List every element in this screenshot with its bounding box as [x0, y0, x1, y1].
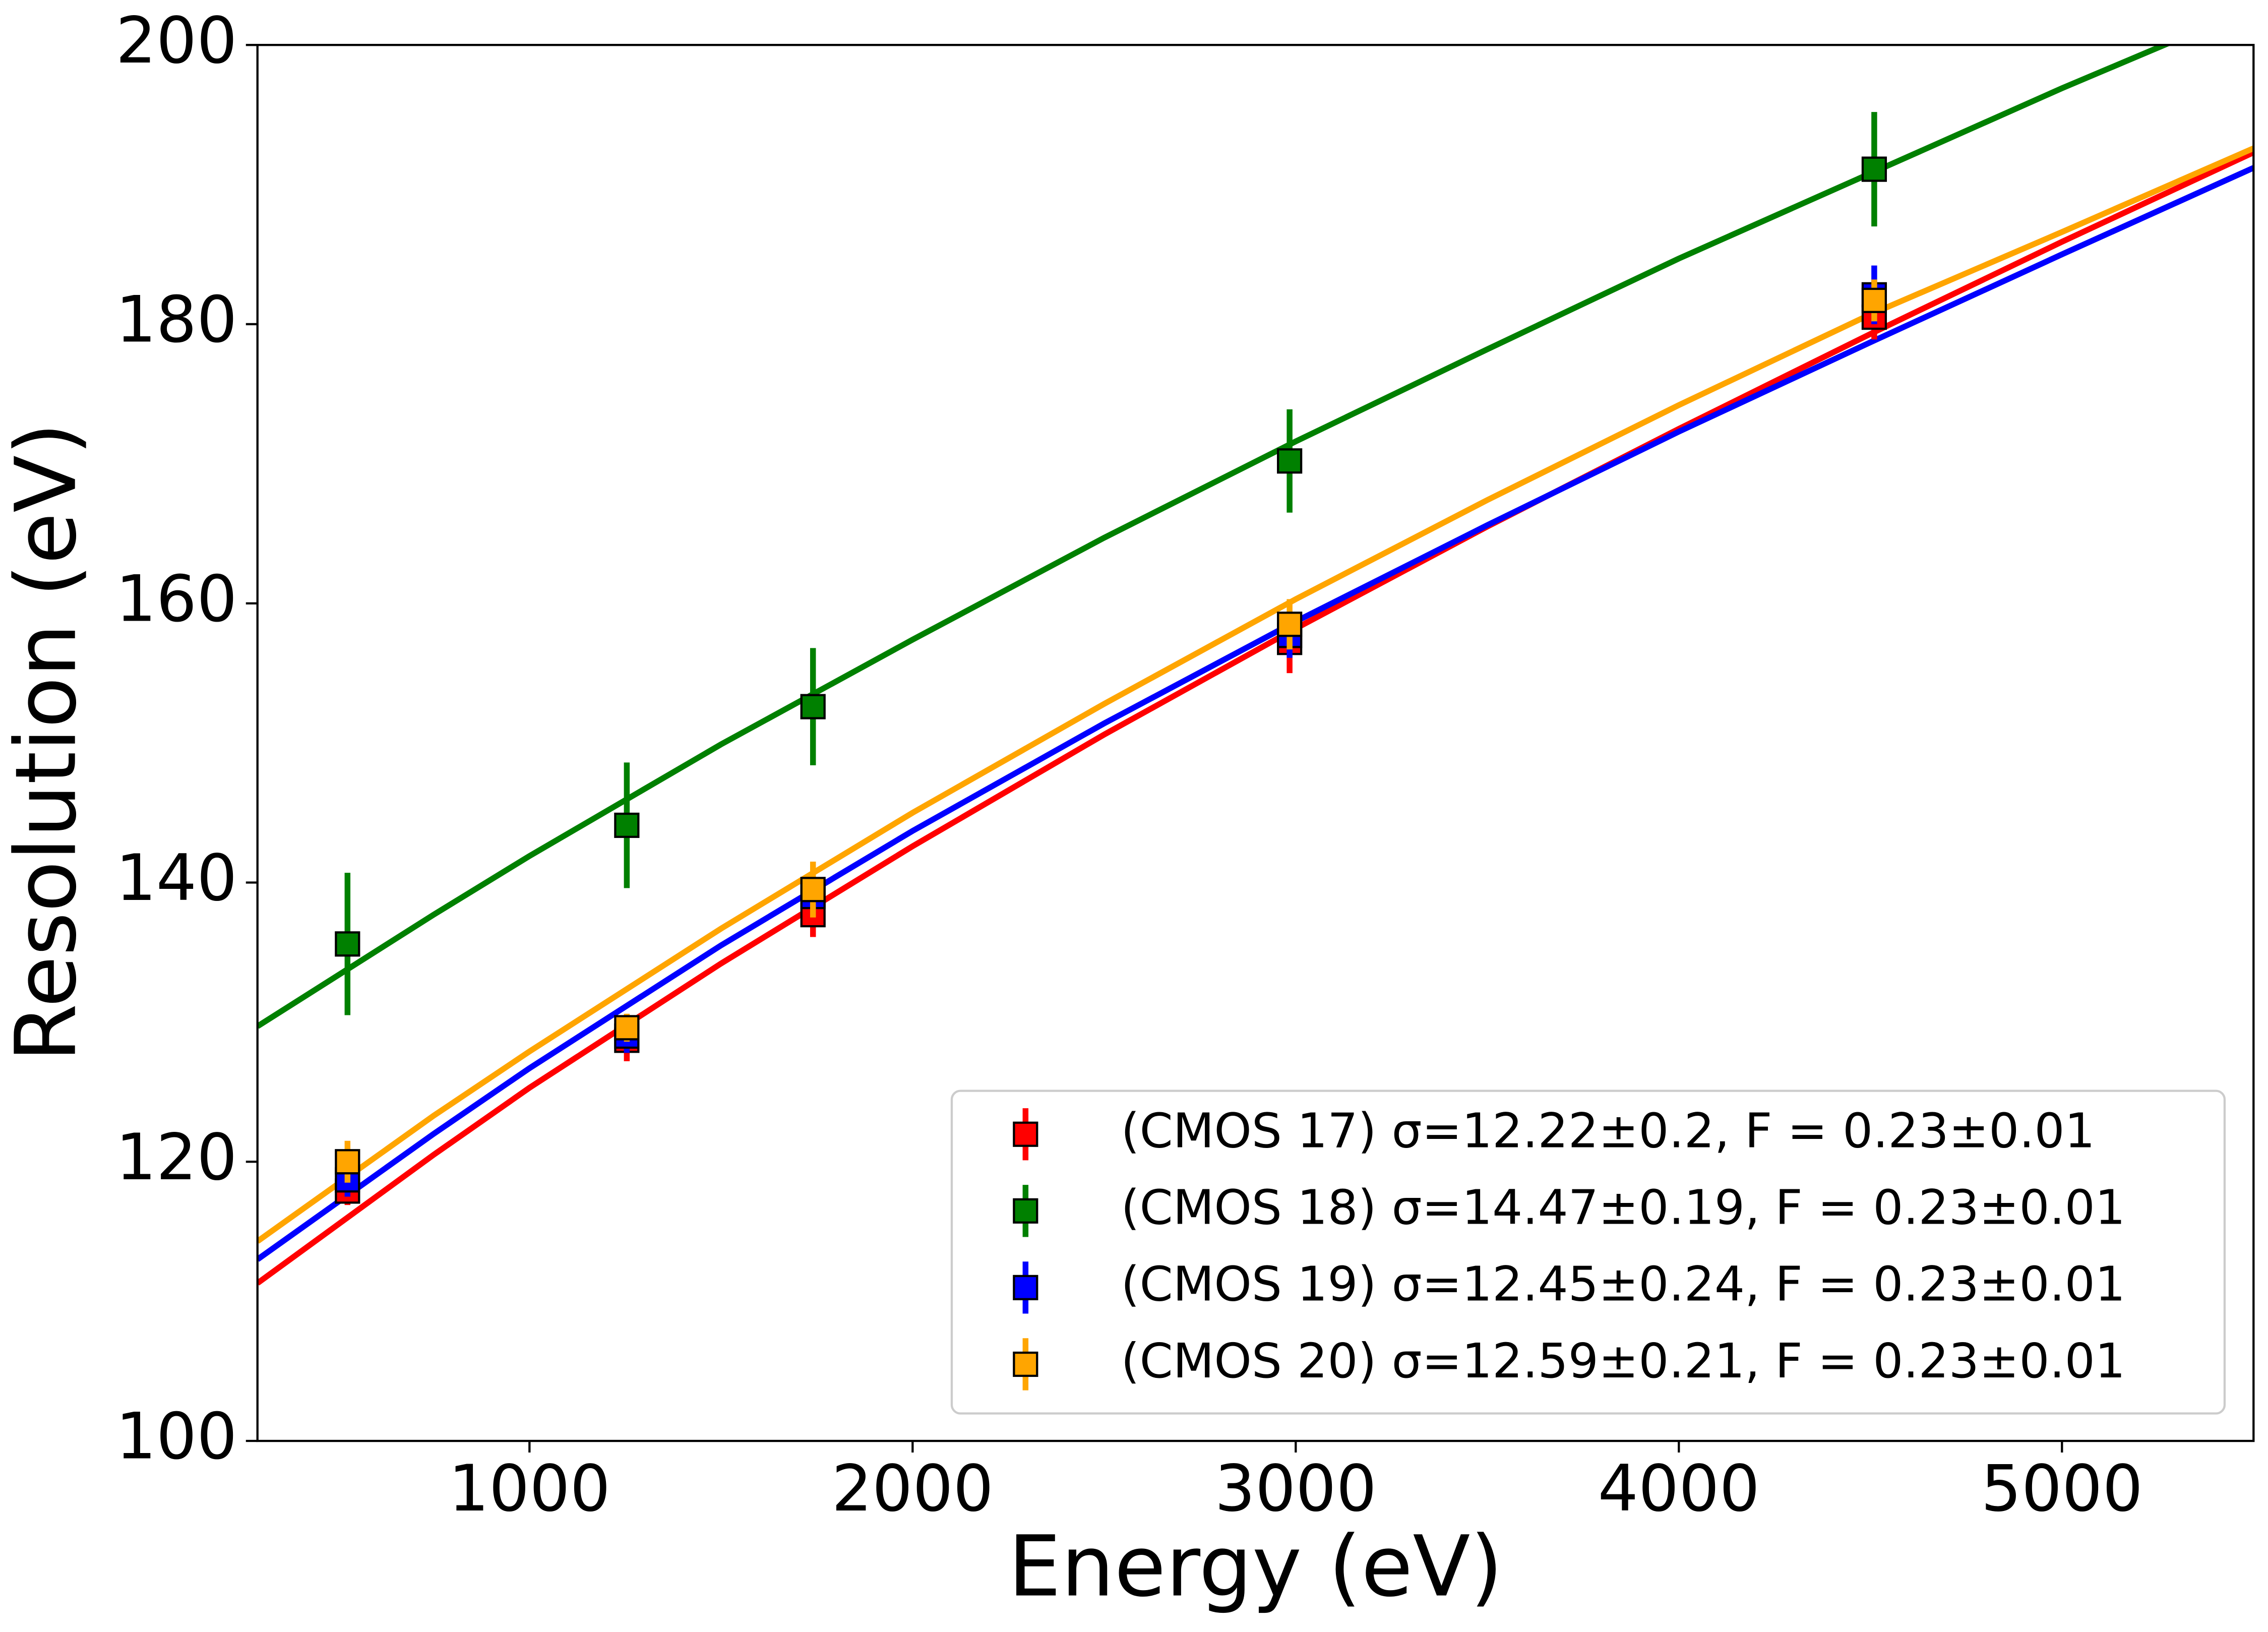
x-tick-label: 5000 [1981, 1452, 2143, 1526]
y-tick-label: 120 [116, 1120, 237, 1194]
legend-label: (CMOS 20) σ=12.59±0.21, F = 0.23±0.01 [1121, 1334, 2125, 1389]
data-point [800, 694, 826, 719]
plot-frame [256, 44, 2255, 1442]
data-point [1277, 448, 1303, 474]
data-point [1861, 287, 1887, 313]
x-tick-label: 3000 [1215, 1452, 1377, 1526]
fit-line [257, 145, 2254, 1244]
x-tick-label: 4000 [1598, 1452, 1760, 1526]
data-point [800, 877, 826, 902]
y-axis-label: Resolution (eV) [0, 422, 95, 1062]
y-tick-label: 180 [116, 283, 237, 357]
fit-line [257, 165, 2254, 1262]
x-tick-label: 1000 [449, 1452, 610, 1526]
legend-label: (CMOS 17) σ=12.22±0.2, F = 0.23±0.01 [1121, 1104, 2095, 1159]
y-tick-label: 200 [116, 4, 237, 78]
plot-area [257, 45, 2254, 1286]
x-axis-label: Energy (eV) [1008, 1519, 1503, 1616]
y-tick-label: 100 [116, 1400, 237, 1474]
legend-marker [1013, 1351, 1038, 1377]
legend-box [950, 1090, 2226, 1415]
data-point [335, 931, 360, 957]
data-point [1277, 612, 1303, 637]
data-point [1861, 156, 1887, 182]
data-point [614, 1015, 640, 1041]
y-tick-label: 140 [116, 841, 237, 915]
data-point [335, 1149, 360, 1175]
legend-label: (CMOS 18) σ=14.47±0.19, F = 0.23±0.01 [1121, 1180, 2125, 1236]
legend-marker [1013, 1275, 1038, 1300]
fit-line [257, 45, 2172, 1029]
legend-marker [1013, 1198, 1038, 1224]
x-tick-label: 2000 [832, 1452, 994, 1526]
fit-line [257, 150, 2254, 1286]
legend-marker [1013, 1121, 1038, 1147]
data-point [614, 812, 640, 838]
legend-label: (CMOS 19) σ=12.45±0.24, F = 0.23±0.01 [1121, 1257, 2125, 1312]
y-tick-label: 160 [116, 562, 237, 636]
